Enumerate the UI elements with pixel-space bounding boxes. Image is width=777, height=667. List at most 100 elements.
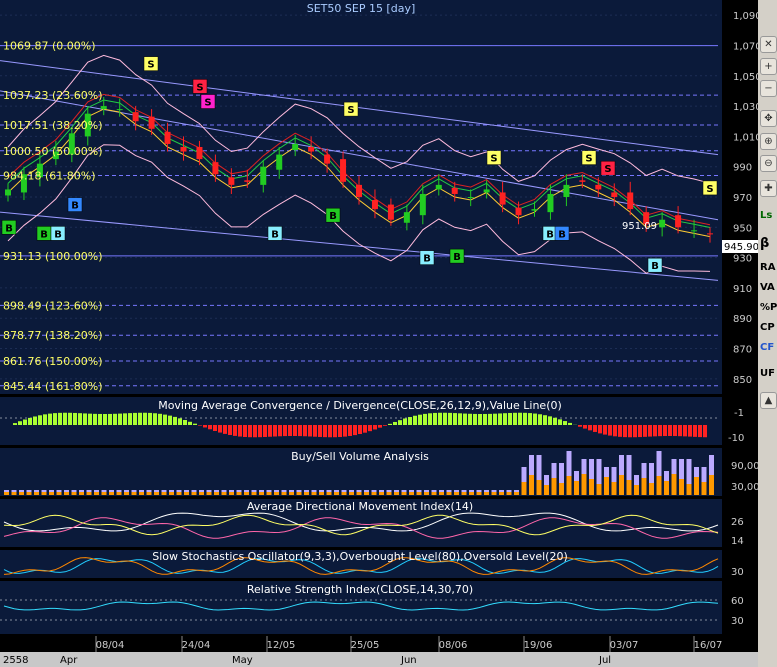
volume-sell-bar <box>341 490 347 492</box>
macd-bar <box>193 423 197 425</box>
ls-label[interactable]: Ls <box>760 210 773 221</box>
volume-buy-bar <box>191 492 197 495</box>
volume-sell-bar <box>671 459 677 474</box>
volume-buy-bar <box>311 492 317 495</box>
macd-bar <box>143 412 147 425</box>
volume-sell-bar <box>296 490 302 492</box>
candle-body <box>387 204 394 220</box>
macd-bar <box>423 413 427 425</box>
toolbar-remove-button[interactable]: − <box>760 80 777 97</box>
volume-sell-bar <box>379 490 384 492</box>
adx-title: Average Directional Movement Index(14) <box>247 500 473 513</box>
macd-bar <box>603 425 607 435</box>
fib-label: 898.49 (123.60%) <box>3 299 103 312</box>
candle-body <box>180 146 187 152</box>
macd-bar <box>93 413 97 425</box>
crosshair-icon[interactable]: ✚ <box>760 180 777 197</box>
signal-marker <box>50 226 66 241</box>
macd-bar <box>528 413 532 425</box>
volume-buy-bar <box>274 492 279 495</box>
signal-letter: B <box>453 252 461 263</box>
volume-buy-bar <box>206 492 212 495</box>
candle-body <box>595 184 602 190</box>
toolbar-uf[interactable]: UF <box>760 368 775 379</box>
signal-letter: B <box>558 229 566 240</box>
toolbar-close-button[interactable]: ✕ <box>760 36 777 53</box>
volume-sell-bar <box>454 490 459 492</box>
candle-body <box>371 200 378 210</box>
price-tick-label: 970 <box>733 193 752 204</box>
volume-sell-bar <box>551 463 557 478</box>
volume-title: Buy/Sell Volume Analysis <box>291 450 429 463</box>
signal-marker <box>702 180 718 196</box>
volume-buy-bar <box>221 492 227 495</box>
candle-body <box>228 177 235 185</box>
date-label: 08/06 <box>439 640 468 651</box>
price-tick-label: 1,030 <box>733 102 762 113</box>
candle-body <box>68 133 75 155</box>
volume-buy-bar <box>536 480 542 495</box>
toolbar-cp[interactable]: CP <box>760 322 775 333</box>
volume-buy-bar <box>424 492 429 495</box>
volume-buy-bar <box>116 492 122 495</box>
toolbar-add-button[interactable]: + <box>760 58 777 75</box>
volume-sell-bar <box>364 490 369 492</box>
volume-buy-bar <box>649 483 654 495</box>
date-label: 24/04 <box>182 640 211 651</box>
volume-buy-bar <box>694 477 699 495</box>
volume-sell-bar <box>386 490 392 492</box>
last-price-label: 945.90 <box>724 242 759 253</box>
candle-body <box>52 151 59 160</box>
macd-tick-2: -10 <box>728 433 744 444</box>
zoom-in-icon[interactable]: ⊕ <box>760 133 777 150</box>
macd-bar <box>538 414 542 425</box>
candle-body <box>515 207 522 216</box>
macd-bar <box>693 425 697 437</box>
macd-bar <box>593 425 597 432</box>
macd-bar <box>613 425 617 437</box>
candle-body <box>164 131 171 144</box>
macd-bar <box>598 425 602 434</box>
volume-buy-bar <box>626 480 632 495</box>
toolbar-ra[interactable]: RA <box>760 262 776 273</box>
toolbar-cf[interactable]: CF <box>760 342 775 353</box>
volume-buy-bar <box>214 492 219 495</box>
macd-bar <box>558 419 562 425</box>
volume-buy-bar <box>26 492 32 495</box>
signal-letter: B <box>651 261 659 272</box>
macd-bar <box>63 412 67 425</box>
candle-body <box>5 189 11 196</box>
signal-marker <box>192 79 208 94</box>
toolbar-va[interactable]: VA <box>760 282 775 293</box>
adx-tick-2: 14 <box>731 536 744 547</box>
volume-sell-bar <box>71 490 77 492</box>
volume-buy-bar <box>356 492 362 495</box>
volume-sell-bar <box>101 490 107 492</box>
toolbar-pct[interactable]: %P <box>760 302 777 313</box>
fib-label: 861.76 (150.00%) <box>3 355 103 368</box>
volume-sell-bar <box>41 490 47 492</box>
volume-buy-bar <box>169 492 174 495</box>
macd-bar <box>588 425 592 431</box>
volume-sell-bar <box>19 490 24 492</box>
beta-label[interactable]: β <box>760 236 770 251</box>
volume-sell-bar <box>214 490 219 492</box>
candle-body <box>659 219 666 228</box>
price-tick-label: 870 <box>733 345 752 356</box>
macd-bar <box>258 425 262 438</box>
adx-line <box>3 512 719 532</box>
macd-bar <box>323 425 327 438</box>
volume-buy-bar <box>476 492 482 495</box>
toolbar-move-button[interactable]: ✥ <box>760 110 777 127</box>
scroll-up-icon[interactable]: ▲ <box>760 392 777 409</box>
candle-body <box>292 143 299 151</box>
candle-body <box>308 146 315 152</box>
macd-bar <box>668 425 672 437</box>
volume-buy-bar <box>244 492 249 495</box>
macd-bar <box>548 416 552 425</box>
zoom-out-icon[interactable]: ⊖ <box>760 155 777 172</box>
volume-buy-bar <box>4 492 9 495</box>
minus-di-line <box>3 514 719 536</box>
volume-sell-bar <box>251 490 257 492</box>
macd-bar <box>318 425 322 437</box>
